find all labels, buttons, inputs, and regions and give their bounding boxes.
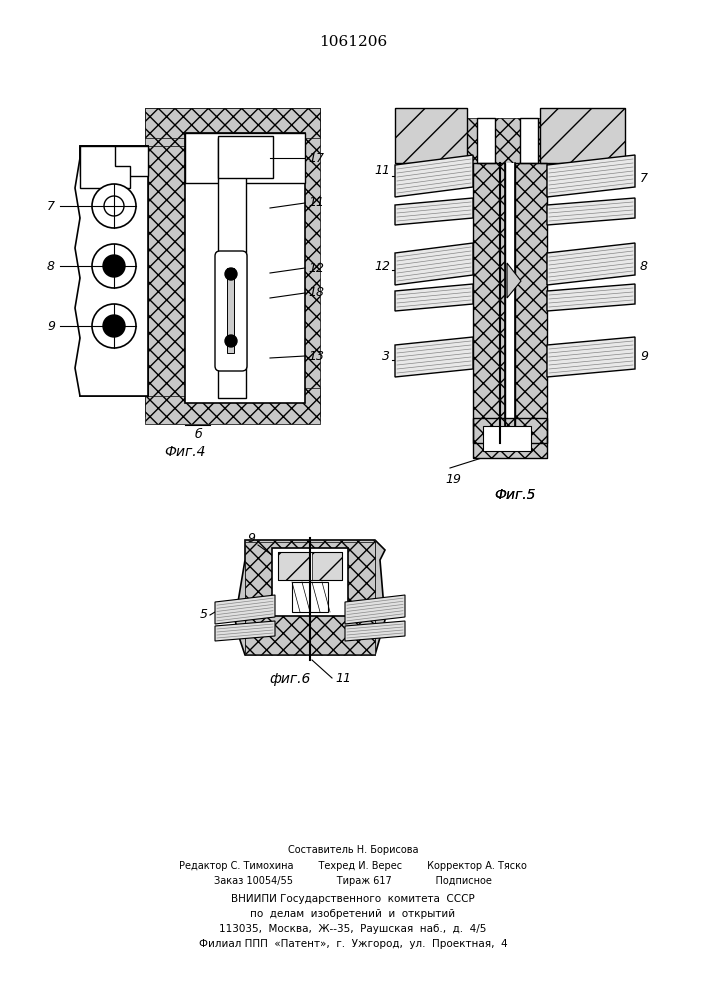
Bar: [145, 388, 320, 424]
Bar: [148, 146, 188, 396]
Text: 11: 11: [308, 196, 324, 210]
Bar: [483, 426, 531, 451]
Bar: [520, 118, 538, 163]
Text: 9: 9: [640, 350, 648, 362]
Text: б: б: [194, 428, 202, 441]
Text: Редактор С. Тимохина        Техред И. Верес        Корректор А. Тяско: Редактор С. Тимохина Техред И. Верес Кор…: [179, 861, 527, 871]
Bar: [227, 268, 234, 353]
Text: по  делам  изобретений  и  открытий: по делам изобретений и открытий: [250, 909, 455, 919]
Polygon shape: [215, 621, 275, 641]
Bar: [145, 108, 320, 138]
Polygon shape: [345, 621, 405, 641]
Bar: [540, 108, 625, 163]
Bar: [473, 418, 547, 458]
Text: Фиг.5: Фиг.5: [494, 488, 536, 502]
Circle shape: [225, 335, 237, 347]
Text: 11: 11: [374, 163, 390, 176]
Bar: [145, 108, 320, 416]
Circle shape: [103, 255, 125, 277]
Text: 17: 17: [308, 151, 324, 164]
Bar: [245, 540, 375, 655]
Text: 13: 13: [308, 350, 324, 362]
Text: 8: 8: [640, 259, 648, 272]
Polygon shape: [395, 243, 473, 285]
Circle shape: [92, 244, 136, 288]
Text: фиг.6: фиг.6: [269, 672, 310, 686]
Bar: [80, 146, 148, 176]
Text: 9: 9: [247, 532, 255, 544]
Circle shape: [92, 304, 136, 348]
Polygon shape: [507, 263, 521, 298]
Bar: [185, 133, 305, 403]
Bar: [395, 108, 467, 163]
Text: Филиал ППП  «Патент»,  г.  Ужгород,  ул.  Проектная,  4: Филиал ППП «Патент», г. Ужгород, ул. Про…: [199, 939, 508, 949]
Bar: [278, 552, 342, 580]
Text: 18: 18: [308, 286, 324, 300]
Bar: [477, 118, 495, 163]
Circle shape: [92, 184, 136, 228]
Text: 12: 12: [308, 261, 324, 274]
Bar: [218, 136, 273, 178]
Bar: [185, 133, 305, 183]
Circle shape: [103, 315, 125, 337]
Text: 12: 12: [374, 259, 390, 272]
Text: 9: 9: [47, 320, 55, 332]
Bar: [292, 582, 328, 612]
Bar: [473, 163, 505, 443]
Polygon shape: [75, 146, 148, 396]
Bar: [515, 163, 547, 443]
Bar: [467, 118, 540, 163]
Polygon shape: [235, 540, 385, 655]
Bar: [473, 163, 505, 443]
Circle shape: [104, 196, 124, 216]
Bar: [395, 108, 467, 163]
Polygon shape: [547, 198, 635, 225]
Text: 1061206: 1061206: [319, 35, 387, 49]
Text: 3: 3: [382, 350, 390, 362]
Text: ВНИИПИ Государственного  комитета  СССР: ВНИИПИ Государственного комитета СССР: [231, 894, 475, 904]
Polygon shape: [395, 284, 473, 311]
Bar: [515, 163, 547, 443]
Bar: [218, 138, 246, 398]
Text: Составитель Н. Борисова: Составитель Н. Борисова: [288, 845, 419, 855]
Text: 7: 7: [47, 200, 55, 213]
Polygon shape: [547, 337, 635, 377]
Text: Заказ 10054/55              Тираж 617              Подписное: Заказ 10054/55 Тираж 617 Подписное: [214, 876, 492, 886]
Polygon shape: [215, 595, 275, 624]
Text: Фиг.5: Фиг.5: [494, 488, 536, 502]
Polygon shape: [395, 198, 473, 225]
Text: 11: 11: [335, 672, 351, 685]
Text: 113035,  Москва,  Ж--35,  Раушская  наб.,  д.  4/5: 113035, Москва, Ж--35, Раушская наб., д.…: [219, 924, 486, 934]
Bar: [505, 163, 515, 443]
Bar: [540, 108, 625, 163]
Polygon shape: [547, 155, 635, 197]
Bar: [272, 548, 348, 616]
Bar: [312, 552, 342, 580]
Text: 7: 7: [640, 172, 648, 184]
Text: 5: 5: [200, 608, 208, 621]
Polygon shape: [395, 337, 473, 377]
Circle shape: [225, 268, 237, 280]
Bar: [278, 552, 310, 580]
Bar: [80, 146, 148, 396]
Text: 8: 8: [47, 259, 55, 272]
Text: 19: 19: [445, 473, 461, 486]
Polygon shape: [345, 595, 405, 624]
Polygon shape: [395, 155, 473, 197]
Polygon shape: [547, 243, 635, 285]
FancyBboxPatch shape: [215, 251, 247, 371]
Bar: [473, 418, 547, 458]
Text: Фиг.4: Фиг.4: [164, 445, 206, 459]
Polygon shape: [80, 146, 130, 188]
Polygon shape: [547, 284, 635, 311]
Bar: [245, 542, 375, 654]
